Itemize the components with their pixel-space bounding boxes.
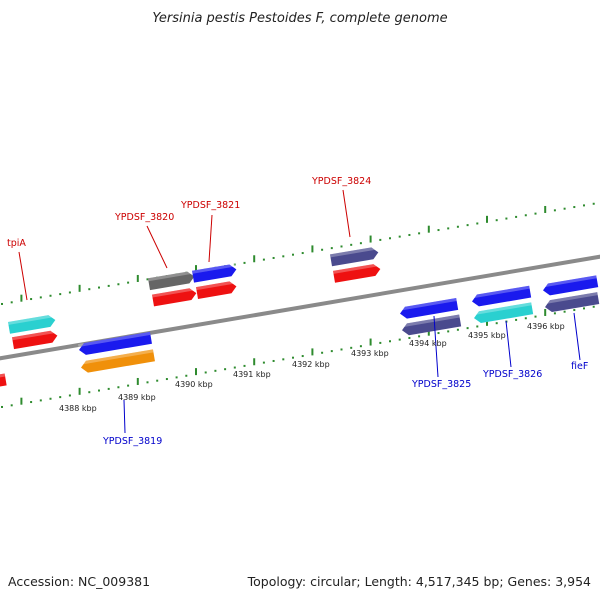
leader-line [18, 251, 28, 301]
feature-highlight [473, 302, 532, 316]
feature-highlight [542, 275, 597, 288]
feature-arrow[interactable] [0, 373, 7, 390]
kbp-label: 4391 kbp [233, 370, 271, 379]
gene-label-ypdsf-3820[interactable]: YPDSF_3820 [114, 212, 174, 223]
kbp-label: 4390 kbp [175, 380, 213, 389]
kbp-label: 4392 kbp [292, 360, 330, 369]
feature-arrow[interactable] [333, 263, 381, 283]
gene-label-ypdsf-3825[interactable]: YPDSF_3825 [411, 379, 471, 390]
feature-arrow[interactable] [192, 263, 237, 283]
feature-highlight [471, 285, 530, 299]
feature-highlight [544, 292, 598, 305]
feature-arrow[interactable] [473, 302, 534, 324]
gene-feature[interactable] [78, 331, 152, 356]
gene-label-ypdsf-3824[interactable]: YPDSF_3824 [311, 176, 371, 187]
feature-highlight [196, 280, 236, 291]
forward-tick-row [1, 202, 595, 305]
feature-highlight [192, 263, 236, 274]
feature-arrow[interactable] [78, 331, 152, 356]
leader-line [433, 315, 439, 378]
gene-label-ypdsf-3826[interactable]: YPDSF_3826 [482, 369, 542, 380]
gene-feature[interactable] [12, 329, 58, 350]
kbp-label: 4396 kbp [527, 322, 565, 331]
feature-arrow[interactable] [399, 298, 459, 320]
gene-feature[interactable] [333, 263, 381, 283]
feature-arrow[interactable] [12, 330, 58, 350]
gene-label-tpiA[interactable]: tpiA [7, 238, 26, 249]
gene-feature[interactable] [0, 373, 7, 390]
feature-arrow[interactable] [152, 287, 197, 307]
leader-line [505, 320, 512, 368]
gene-feature[interactable] [399, 298, 459, 320]
gene-feature[interactable] [544, 292, 600, 313]
gene-feature[interactable] [8, 314, 56, 334]
feature-layer [0, 246, 600, 390]
feature-highlight [333, 263, 380, 274]
feature-highlight [8, 314, 55, 325]
topology-text: Topology: circular; Length: 4,517,345 bp… [247, 574, 591, 589]
feature-arrow[interactable] [148, 271, 195, 291]
leader-line [146, 225, 168, 269]
gene-feature[interactable] [471, 285, 532, 308]
feature-arrow[interactable] [80, 349, 155, 373]
feature-highlight [330, 246, 378, 258]
feature-arrow[interactable] [542, 275, 599, 296]
feature-highlight [399, 298, 457, 311]
feature-highlight [152, 287, 196, 298]
gene-feature[interactable] [152, 287, 197, 307]
leader-line [342, 189, 351, 238]
accession-text: Accession: NC_009381 [8, 574, 150, 589]
feature-highlight [12, 329, 57, 341]
feature-highlight [80, 349, 154, 365]
feature-arrow[interactable] [471, 285, 532, 308]
gene-feature[interactable] [330, 246, 379, 267]
gene-feature[interactable] [542, 275, 599, 296]
leader-lines [18, 189, 581, 434]
gene-feature[interactable] [401, 314, 462, 337]
feature-highlight [401, 314, 460, 328]
kbp-label: 4388 kbp [59, 404, 97, 413]
gene-label-ypdsf-3821[interactable]: YPDSF_3821 [180, 200, 240, 211]
leader-line [208, 214, 213, 263]
gene-feature[interactable] [192, 263, 237, 283]
kbp-label: 4393 kbp [351, 349, 389, 358]
leader-line [123, 399, 126, 434]
gene-feature[interactable] [80, 349, 155, 373]
feature-arrow[interactable] [544, 292, 600, 313]
kbp-label: 4395 kbp [468, 331, 506, 340]
gene-label-fieF[interactable]: fieF [571, 361, 588, 372]
feature-arrow[interactable] [8, 314, 56, 334]
leader-line [573, 312, 581, 361]
feature-arrow[interactable] [330, 246, 379, 267]
gene-feature[interactable] [473, 302, 534, 324]
feature-arrow[interactable] [401, 314, 462, 337]
kbp-label: 4394 kbp [409, 339, 447, 348]
map-title: Yersinia pestis Pestoides F, complete ge… [152, 11, 447, 26]
kbp-label: 4389 kbp [118, 393, 156, 402]
feature-highlight [148, 270, 194, 282]
feature-arrow[interactable] [196, 280, 237, 299]
gene-label-ypdsf-3819[interactable]: YPDSF_3819 [102, 436, 162, 447]
gene-feature[interactable] [196, 280, 237, 299]
kbp-labels: 4388 kbp 4389 kbp 4390 kbp 4391 kbp 4392… [59, 322, 565, 413]
gene-labels: tpiA YPDSF_3820 YPDSF_3821 YPDSF_3824 YP… [7, 176, 588, 447]
feature-highlight [78, 331, 151, 348]
reverse-tick-row [1, 305, 595, 408]
gene-feature[interactable] [148, 270, 195, 291]
